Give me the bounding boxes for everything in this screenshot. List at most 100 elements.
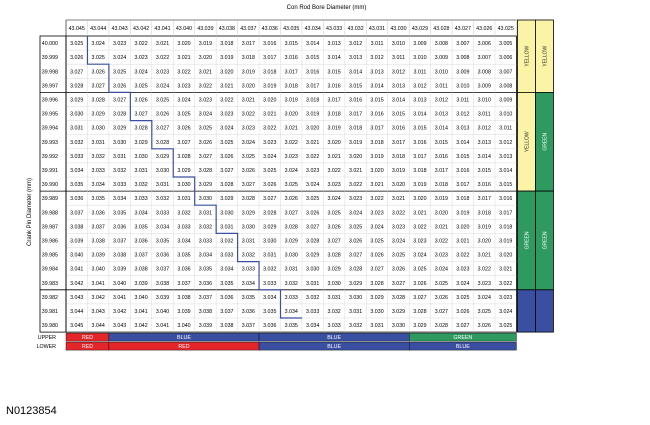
clearance-cell: 3.033 [220,253,233,259]
band-lower-text: RED [178,344,189,350]
clearance-cell: 3.023 [370,210,383,216]
clearance-cell: 3.025 [70,41,83,47]
clearance-cell: 3.019 [413,182,426,188]
clearance-cell: 3.037 [134,253,147,259]
clearance-cell: 3.022 [220,97,233,103]
clearance-cell: 3.009 [456,69,469,75]
clearance-cell: 3.023 [327,182,340,188]
clearance-cell: 3.008 [478,69,491,75]
clearance-cell: 3.019 [435,196,448,202]
clearance-cell: 3.021 [285,126,298,132]
clearance-cell: 3.027 [156,126,169,132]
band-lower-text: BLUE [327,344,341,350]
clearance-cell: 3.021 [199,69,212,75]
clearance-cell: 3.019 [370,154,383,160]
clearance-cell: 3.032 [113,168,126,174]
row-pin-label: 39.992 [42,154,58,160]
clearance-cell: 3.022 [199,83,212,89]
clearance-cell: 3.016 [478,182,491,188]
clearance-cell: 3.040 [134,295,147,301]
column-header: 43.039 [197,26,213,32]
clearance-cell: 3.012 [456,112,469,118]
clearance-cell: 3.028 [92,97,105,103]
clearance-cell: 3.022 [349,182,362,188]
side-band-label: GREEN [524,231,530,249]
clearance-cell: 3.023 [499,295,512,301]
clearance-cell: 3.039 [199,323,212,329]
clearance-cell: 3.025 [285,182,298,188]
clearance-cell: 3.027 [392,281,405,287]
clearance-cell: 3.013 [435,112,448,118]
clearance-cell: 3.021 [370,182,383,188]
clearance-cell: 3.026 [134,97,147,103]
clearance-cell: 3.018 [435,182,448,188]
clearance-cell: 3.017 [435,168,448,174]
clearance-cell: 3.034 [92,182,105,188]
clearance-cell: 3.021 [349,168,362,174]
clearance-cell: 3.026 [349,238,362,244]
clearance-cell: 3.015 [499,182,512,188]
clearance-cell: 3.031 [113,154,126,160]
clearance-cell: 3.024 [220,126,233,132]
clearance-cell: 3.035 [263,309,276,315]
clearance-cell: 3.025 [456,295,469,301]
clearance-cell: 3.015 [370,97,383,103]
clearance-cell: 3.021 [263,112,276,118]
clearance-cell: 3.036 [263,323,276,329]
clearance-cell: 3.028 [413,309,426,315]
clearance-cell: 3.025 [242,154,255,160]
clearance-cell: 3.027 [285,210,298,216]
row-pin-label: 39.989 [42,196,58,202]
column-header: 43.026 [476,26,492,32]
clearance-cell: 3.015 [478,168,491,174]
clearance-cell: 3.034 [263,295,276,301]
clearance-cell: 3.035 [242,295,255,301]
clearance-cell: 3.026 [285,196,298,202]
clearance-cell: 3.030 [349,295,362,301]
clearance-cell: 3.029 [392,309,405,315]
clearance-cell: 3.024 [156,83,169,89]
clearance-cell: 3.035 [92,196,105,202]
clearance-cell: 3.021 [242,97,255,103]
clearance-cell: 3.026 [177,126,190,132]
clearance-cell: 3.024 [392,238,405,244]
clearance-cell: 3.019 [263,83,276,89]
clearance-cell: 3.036 [92,210,105,216]
clearance-cell: 3.024 [349,210,362,216]
clearance-cell: 3.026 [220,154,233,160]
clearance-cell: 3.026 [392,267,405,273]
clearance-cell: 3.022 [435,238,448,244]
band-upper-text: BLUE [177,335,191,341]
clearance-cell: 3.027 [134,112,147,118]
clearance-cell: 3.030 [199,196,212,202]
clearance-cell: 3.024 [263,154,276,160]
clearance-cell: 3.028 [263,210,276,216]
clearance-cell: 3.034 [285,309,298,315]
clearance-cell: 3.034 [156,224,169,230]
row-pin-label: 39.988 [42,210,58,216]
clearance-cell: 3.026 [456,309,469,315]
clearance-cell: 3.024 [435,267,448,273]
clearance-cell: 3.011 [371,41,384,47]
clearance-cell: 3.021 [177,55,190,61]
row-pin-label: 39.990 [42,182,58,188]
clearance-cell: 3.033 [306,309,319,315]
clearance-cell: 3.015 [456,154,469,160]
clearance-cell: 3.020 [263,97,276,103]
column-header: 43.030 [390,26,406,32]
clearance-cell: 3.017 [242,41,255,47]
clearance-cell: 3.012 [413,83,426,89]
clearance-cell: 3.032 [242,253,255,259]
row-pin-label: 39.986 [42,238,58,244]
clearance-cell: 3.021 [413,210,426,216]
clearance-cell: 3.024 [285,168,298,174]
clearance-cell: 3.026 [199,140,212,146]
clearance-cell: 3.031 [242,238,255,244]
band-upper-text: BLUE [327,335,341,341]
clearance-cell: 3.015 [327,69,340,75]
clearance-cell: 3.020 [327,140,340,146]
staircase-line [86,36,302,319]
clearance-cell: 3.018 [370,140,383,146]
clearance-cell: 3.022 [285,140,298,146]
clearance-cell: 3.013 [478,140,491,146]
